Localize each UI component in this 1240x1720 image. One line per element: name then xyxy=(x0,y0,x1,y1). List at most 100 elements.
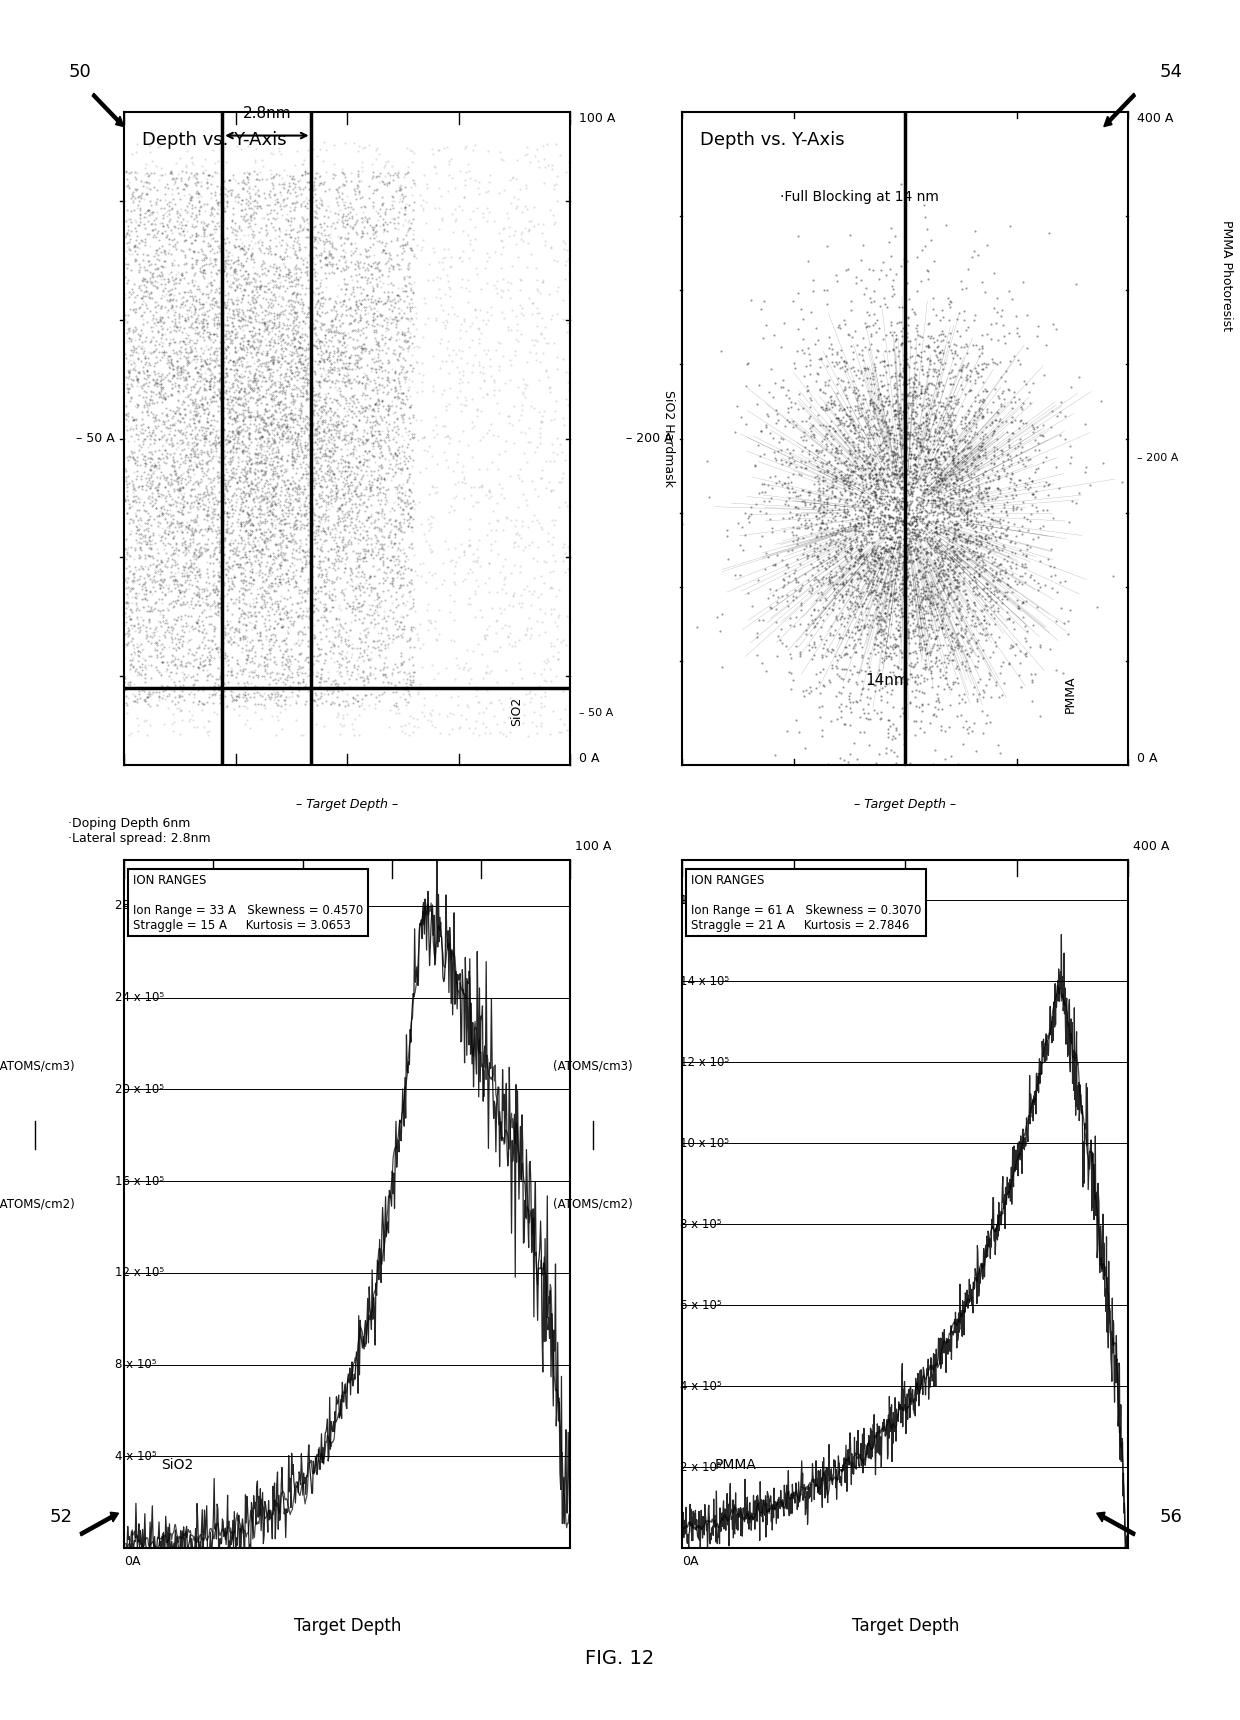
Point xyxy=(384,303,404,330)
Point xyxy=(972,542,992,569)
Point xyxy=(939,569,959,597)
Point xyxy=(201,473,221,501)
Point xyxy=(130,182,150,210)
Point xyxy=(203,542,223,569)
Point xyxy=(901,497,921,525)
Point xyxy=(310,292,330,320)
Point xyxy=(283,544,303,571)
Point xyxy=(353,330,373,358)
Point xyxy=(144,519,164,547)
Point xyxy=(309,294,329,322)
Point xyxy=(141,208,161,236)
Point xyxy=(356,623,376,650)
Point xyxy=(346,334,366,361)
Point xyxy=(278,315,298,342)
Point xyxy=(776,550,796,578)
Point xyxy=(171,513,191,540)
Point xyxy=(899,568,919,595)
Point xyxy=(242,501,262,528)
Point xyxy=(968,580,988,607)
Point xyxy=(324,482,343,509)
Point xyxy=(319,554,339,581)
Point xyxy=(458,432,477,459)
Point xyxy=(208,292,228,320)
Point xyxy=(241,552,260,580)
Point xyxy=(159,303,179,330)
Point xyxy=(342,303,362,330)
Point xyxy=(197,174,217,201)
Point xyxy=(238,260,258,287)
Point xyxy=(923,411,942,439)
Point xyxy=(946,463,966,490)
Point xyxy=(340,200,360,227)
Point xyxy=(119,375,139,402)
Point xyxy=(397,191,417,218)
Point xyxy=(263,170,283,198)
Point xyxy=(766,609,786,636)
Point xyxy=(808,359,828,387)
Point xyxy=(181,506,201,533)
Point xyxy=(977,621,997,648)
Point xyxy=(541,600,560,628)
Point xyxy=(234,203,254,230)
Point xyxy=(286,218,306,246)
Point xyxy=(114,643,134,671)
Point xyxy=(319,411,339,439)
Point xyxy=(118,315,138,342)
Point xyxy=(541,595,560,623)
Point xyxy=(227,659,247,686)
Point xyxy=(253,509,273,537)
Point xyxy=(880,540,900,568)
Point xyxy=(879,456,899,483)
Point xyxy=(233,406,253,433)
Point xyxy=(1039,220,1059,248)
Point xyxy=(924,349,944,377)
Point xyxy=(862,471,882,499)
Point xyxy=(211,483,231,511)
Point xyxy=(172,507,192,535)
Point xyxy=(900,344,920,372)
Point xyxy=(281,521,301,549)
Point xyxy=(887,470,906,497)
Point xyxy=(791,511,811,538)
Point xyxy=(275,329,295,356)
Point xyxy=(882,471,901,499)
Point xyxy=(272,612,291,640)
Point xyxy=(378,396,398,423)
Point xyxy=(870,509,890,537)
Point xyxy=(253,535,273,562)
Point xyxy=(357,521,377,549)
Point xyxy=(873,533,893,561)
Point xyxy=(944,587,963,614)
Point xyxy=(983,418,1003,445)
Point xyxy=(968,363,988,390)
Point xyxy=(501,316,521,344)
Point xyxy=(795,734,815,762)
Point xyxy=(438,132,458,160)
Point xyxy=(207,461,227,488)
Point xyxy=(817,488,837,516)
Point xyxy=(306,191,326,218)
Point xyxy=(879,387,899,415)
Point xyxy=(464,719,484,746)
Point xyxy=(930,464,950,492)
Point xyxy=(873,442,893,470)
Point xyxy=(134,492,154,519)
Point xyxy=(336,538,356,566)
Point xyxy=(960,378,980,406)
Point xyxy=(945,669,965,697)
Point xyxy=(134,337,154,365)
Point xyxy=(255,409,275,437)
Point xyxy=(844,433,864,461)
Point xyxy=(512,537,532,564)
Point xyxy=(848,411,868,439)
Point xyxy=(993,322,1013,349)
Point xyxy=(947,511,967,538)
Point xyxy=(863,492,883,519)
Point xyxy=(928,449,947,476)
Point xyxy=(334,208,353,236)
Point xyxy=(854,454,874,482)
Point xyxy=(130,451,150,478)
Point xyxy=(229,361,249,389)
Point xyxy=(392,717,412,745)
